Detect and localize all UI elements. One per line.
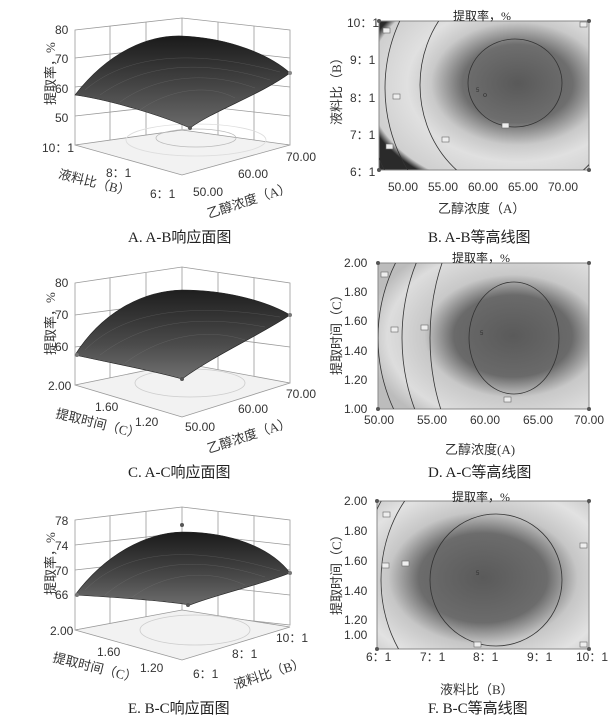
y-tick: 10：1 (42, 141, 75, 155)
y-tick: 7：1 (350, 128, 376, 142)
y-tick: 1.40 (344, 344, 368, 358)
x-tick: 10：1 (276, 631, 309, 645)
y-axis-label: 提取时间（C） (329, 528, 344, 615)
x-axis-label: 乙醇浓度（A） (438, 201, 526, 216)
y-tick: 10：1 (347, 16, 380, 30)
y-axis-label: 液料比（B） (329, 51, 344, 125)
y-tick: 1.00 (344, 628, 368, 642)
x-tick: 50.00 (193, 185, 224, 199)
y-tick: 1.20 (344, 373, 368, 387)
contour-plot-d (376, 261, 591, 411)
contour-plot-f (375, 499, 591, 651)
caption-a: A. A-B响应面图 (128, 230, 232, 246)
x-tick: 70.00 (548, 180, 579, 194)
x-tick: 6：1 (193, 667, 219, 681)
y-tick: 1.20 (344, 613, 368, 627)
z-tick: 60 (55, 82, 69, 96)
y-tick: 1.20 (135, 415, 159, 429)
x-tick: 65.00 (508, 180, 539, 194)
z-tick: 74 (55, 539, 69, 553)
z-axis-label: 提取率，% (43, 42, 58, 105)
x-tick: 7：1 (420, 650, 446, 664)
x-tick: 50.00 (388, 180, 419, 194)
panel-c-surface: 80 70 60 2.00 1.60 1.20 50.00 60.00 70.0… (0, 245, 316, 485)
y-axis-label: 提取时间（C） (329, 288, 344, 375)
center-point-label: 5 (476, 571, 480, 577)
y-tick: 2.00 (344, 494, 368, 508)
z-tick: 50 (55, 111, 69, 125)
y-tick: 1.20 (140, 661, 164, 675)
x-tick: 8：1 (232, 647, 258, 661)
y-tick: 8：1 (350, 91, 376, 105)
caption-f: F. B-C等高线图 (428, 701, 528, 717)
x-tick: 70.00 (574, 413, 605, 427)
z-axis-label: 提取率，% (43, 532, 58, 595)
panel-b-contour: 5 提取率，% 10：1 9：1 8：1 7：1 6：1 50.00 55.00… (310, 0, 614, 250)
z-tick: 70 (55, 308, 69, 322)
y-tick: 1.60 (97, 645, 121, 659)
z-tick: 60 (55, 340, 69, 354)
caption-d: D. A-C等高线图 (428, 465, 532, 481)
panel-f-contour: 5 提取率，% 2.00 1.80 1.60 1.40 1.20 1.00 6：… (310, 485, 614, 721)
caption-c: C. A-C响应面图 (128, 465, 231, 481)
x-tick: 10：1 (576, 650, 609, 664)
x-tick: 70.00 (286, 150, 317, 164)
contour-plot-b (377, 19, 591, 172)
y-tick: 1.60 (95, 400, 119, 414)
y-tick: 2.00 (48, 379, 72, 393)
x-tick: 60.00 (470, 413, 501, 427)
z-tick: 70 (55, 564, 69, 578)
y-tick: 1.80 (344, 285, 368, 299)
x-tick: 65.00 (523, 413, 554, 427)
y-tick: 1.60 (344, 554, 368, 568)
y-tick: 1.80 (344, 524, 368, 538)
x-tick: 70.00 (286, 387, 317, 401)
z-tick: 80 (55, 23, 69, 37)
contour-title: 提取率，% (453, 9, 511, 23)
x-tick: 50.00 (185, 420, 216, 434)
panel-d-contour: 5 提取率，% 2.00 1.80 1.60 1.40 1.20 1.00 50… (310, 245, 614, 485)
x-axis-label: 液料比（B） (440, 682, 514, 697)
surface-plot-e (74, 506, 292, 661)
y-tick: 6：1 (350, 165, 376, 179)
y-tick: 1.40 (344, 584, 368, 598)
y-tick: 9：1 (350, 53, 376, 67)
x-tick: 55.00 (428, 180, 459, 194)
caption-b: B. A-B等高线图 (428, 230, 531, 246)
y-tick: 1.00 (344, 402, 368, 416)
x-tick: 6：1 (366, 650, 392, 664)
x-tick: 50.00 (364, 413, 395, 427)
center-point-label: 5 (480, 331, 484, 337)
panel-e-surface: 78 74 70 66 2.00 1.60 1.20 6：1 8：1 10：1 … (0, 485, 310, 721)
z-tick: 70 (55, 52, 69, 66)
y-tick: 8：1 (106, 166, 132, 180)
x-tick: 60.00 (238, 402, 269, 416)
z-tick: 78 (55, 514, 69, 528)
contour-title: 提取率，% (452, 251, 510, 265)
caption-e: E. B-C响应面图 (128, 701, 230, 717)
z-tick: 80 (55, 276, 69, 290)
y-tick: 2.00 (344, 256, 368, 270)
x-tick: 60.00 (238, 167, 269, 181)
x-tick: 60.00 (468, 180, 499, 194)
x-tick: 8：1 (473, 650, 499, 664)
x-axis-label: 乙醇浓度(A) (445, 442, 516, 457)
y-tick: 2.00 (50, 624, 74, 638)
surface-plot-c (74, 266, 292, 418)
panel-a-surface: 80 70 60 50 10：1 8：1 6：1 50.00 60.00 70.… (0, 0, 316, 250)
x-tick: 9：1 (527, 650, 553, 664)
y-tick: 1.60 (344, 314, 368, 328)
y-tick: 6：1 (150, 187, 176, 201)
contour-title: 提取率，% (452, 490, 510, 504)
center-point-label: 5 (476, 88, 480, 94)
x-tick: 55.00 (417, 413, 448, 427)
z-tick: 66 (55, 588, 69, 602)
z-axis-label: 提取率，% (43, 292, 58, 355)
surface-plot-a (74, 17, 292, 176)
